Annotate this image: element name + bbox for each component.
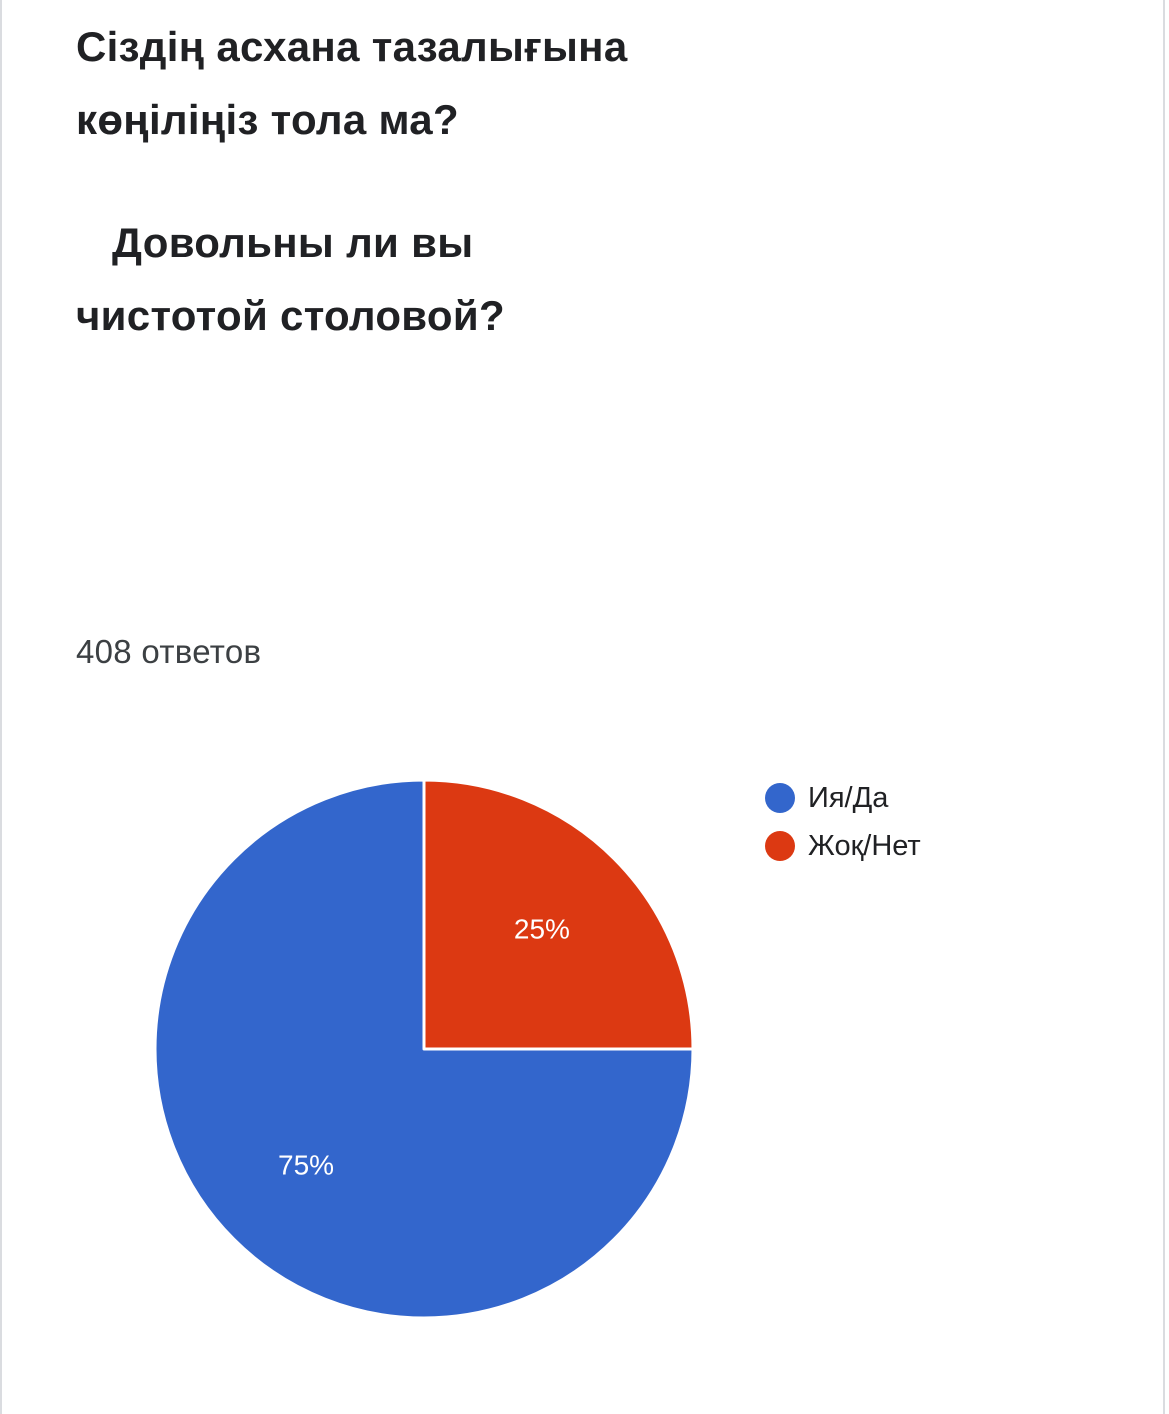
pie-slice-iya-da[interactable]: [153, 778, 695, 1320]
question-title-ru-line1: Довольны ли вы: [112, 219, 474, 266]
pie-slice-zhok-net[interactable]: [422, 778, 695, 1051]
legend-item-iya-da[interactable]: Ия/Да: [765, 774, 921, 822]
legend-label: Жоқ/Нет: [808, 829, 921, 862]
pie-slice-iya-da-label: 75%: [278, 1149, 334, 1180]
question-title-ru-line2: чистотой столовой?: [76, 292, 505, 339]
question-title-kz: Сіздің асхана тазалығына көңіліңіз тола …: [76, 23, 628, 143]
question-title-ru: Довольны ли вы чистотой столовой?: [76, 206, 696, 352]
legend-item-zhok-net[interactable]: Жоқ/Нет: [765, 822, 921, 870]
chart-legend: Ия/Да Жоқ/Нет: [765, 774, 921, 870]
legend-dot: [765, 831, 795, 861]
responses-count: 408 ответов: [76, 633, 262, 670]
question-title: Сіздің асхана тазалығына көңіліңіз тола …: [76, 10, 696, 352]
legend-label: Ия/Да: [808, 781, 889, 814]
legend-dot: [765, 783, 795, 813]
pie-slice-zhok-net-label: 25%: [514, 913, 570, 944]
